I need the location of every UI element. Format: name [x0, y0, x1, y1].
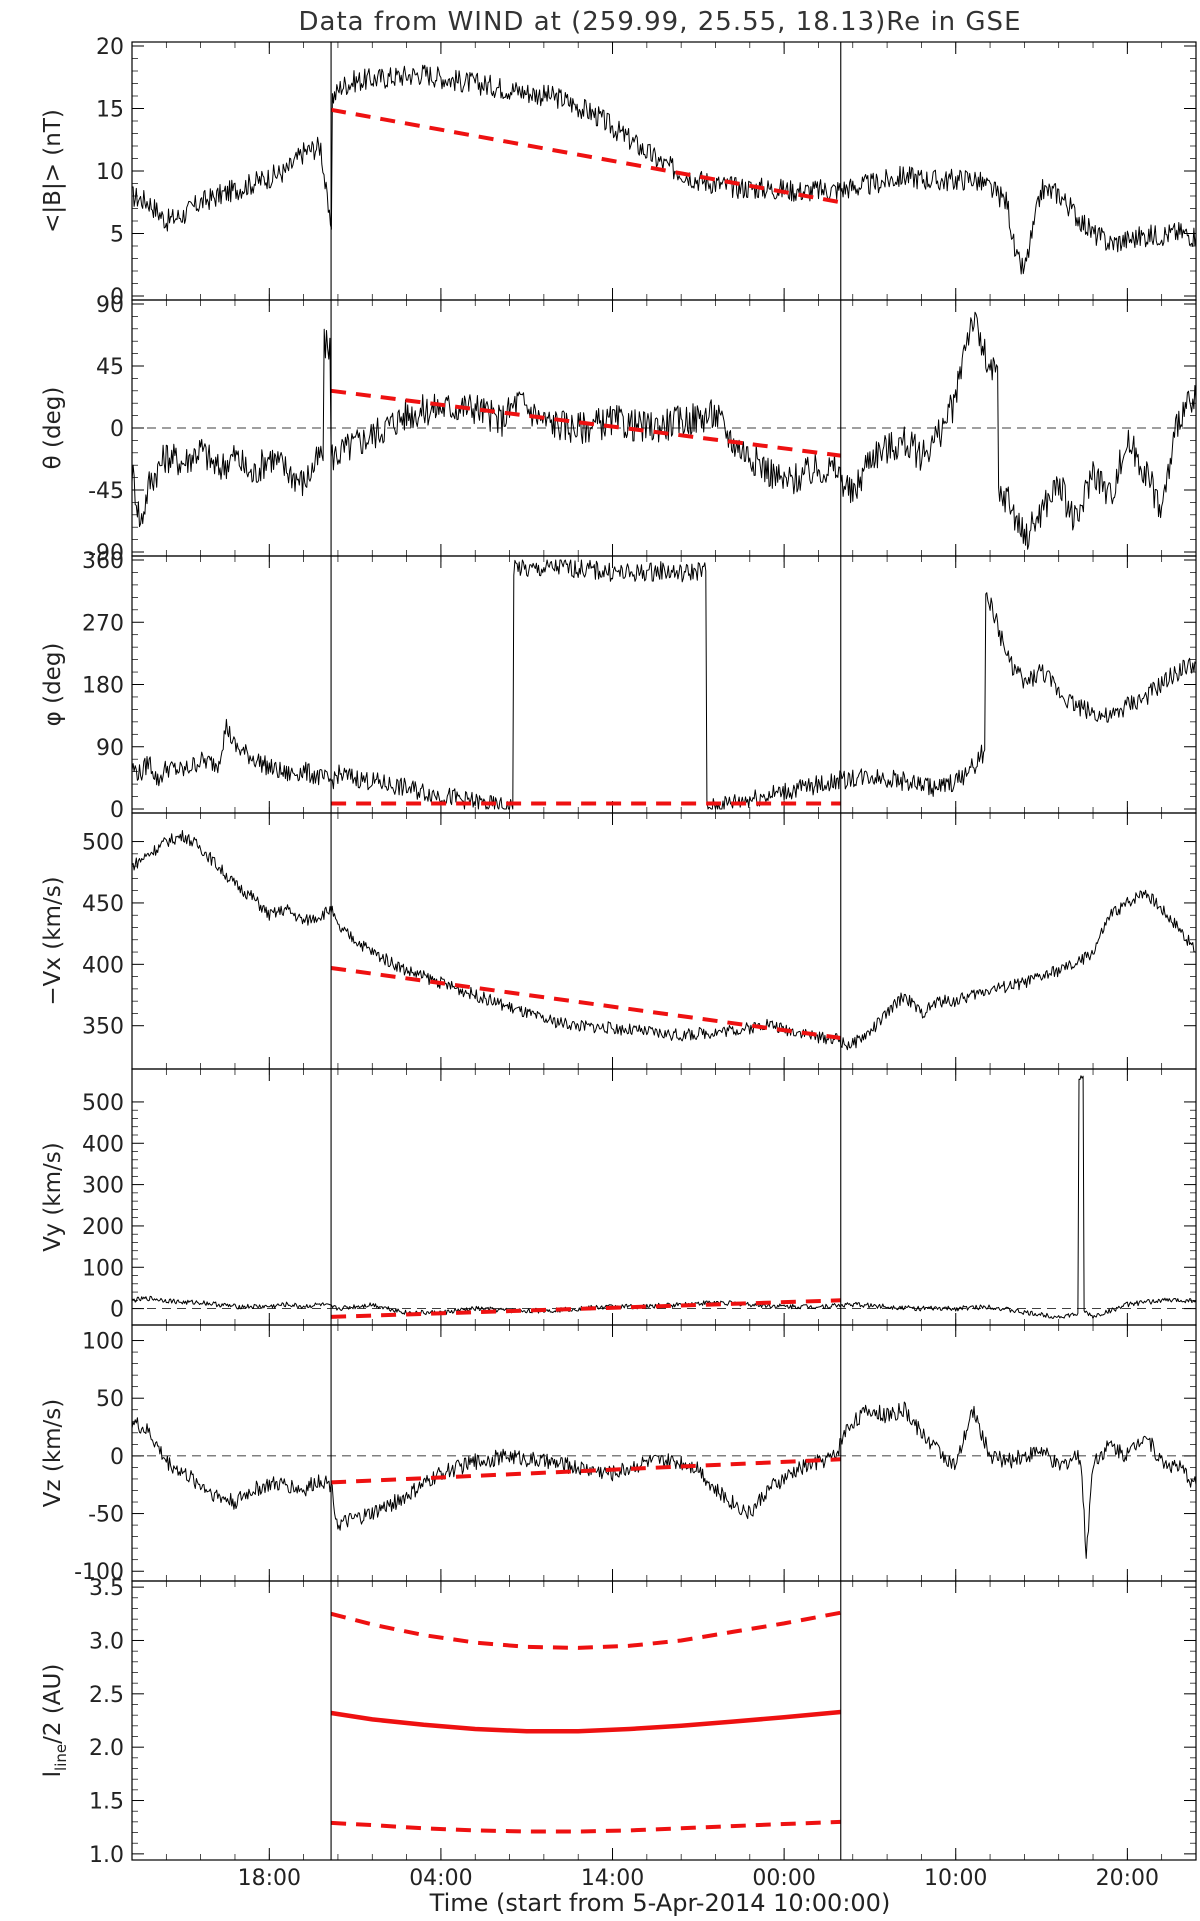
observed-series-vz — [132, 1401, 1196, 1559]
chart-title: Data from WIND at (259.99, 25.55, 18.13)… — [298, 7, 1021, 37]
x-tick-label: 10:00 — [924, 1866, 987, 1891]
panel-vx-plot — [132, 830, 1196, 1051]
y-tick-label: 200 — [82, 1215, 124, 1240]
y-tick-label: 500 — [82, 1091, 124, 1116]
panel-vz-plot — [132, 1401, 1196, 1559]
y-tick-label: 400 — [82, 1132, 124, 1157]
y-tick-label: 20 — [96, 35, 124, 60]
y-tick-label: 400 — [82, 953, 124, 978]
panel-lline: 1.0 1.5 2.0 2.5 3.0 3.5 lline/2 (AU) — [40, 1576, 1197, 1868]
panel-vy-frame — [131, 1068, 1197, 1326]
x-axis-label: Time (start from 5-Apr-2014 10:00:00) — [429, 1889, 891, 1917]
y-tick-label: 180 — [82, 674, 124, 699]
y-tick-label: 45 — [96, 355, 124, 380]
x-tick-label: 20:00 — [1096, 1866, 1159, 1891]
y-tick-label: 5 — [110, 223, 124, 248]
y-axis-label-b: <|B|> (nT) — [40, 109, 66, 233]
panel-phi-frame — [131, 555, 1197, 814]
panel-phi-plot — [132, 559, 1196, 810]
y-axis-label-theta: θ (deg) — [40, 387, 66, 470]
y-tick-label: 3.0 — [89, 1629, 124, 1654]
x-tick-label: 00:00 — [752, 1866, 815, 1891]
y-axis-label-vy: Vy (km/s) — [40, 1142, 66, 1251]
y-axis-label-lline: lline/2 (AU) — [40, 1664, 70, 1778]
y-axis-label-vz: Vz (km/s) — [40, 1399, 66, 1508]
observed-series-vx — [132, 830, 1196, 1051]
fit-line-vx-0 — [330, 966, 842, 1040]
y-tick-label: 90 — [96, 293, 124, 318]
panel-vy: 0 100 200 300 400 500 Vy (km/s) — [40, 1068, 1197, 1326]
y-tick-label: -100 — [74, 1560, 124, 1585]
y-tick-label: 15 — [96, 98, 124, 123]
fit-line-b-0 — [330, 107, 842, 205]
panel-phi: 0 90 180 270 360 φ (deg) — [40, 549, 1197, 823]
fit-line-vz-0 — [331, 1457, 841, 1485]
y-tick-label: 100 — [82, 1330, 124, 1355]
x-tick-label: 14:00 — [581, 1866, 644, 1891]
y-tick-label: 0 — [110, 798, 124, 823]
y-tick-label: 2.0 — [89, 1736, 124, 1761]
fit-line-lline-1 — [330, 1709, 842, 1734]
y-tick-label: 3.5 — [89, 1576, 124, 1601]
fit-line-lline-2 — [330, 1819, 841, 1834]
panel-lline-plot — [330, 1610, 842, 1834]
panel-vz-frame — [131, 1324, 1197, 1582]
y-tick-label: 50 — [96, 1387, 124, 1412]
panel-vz: -100 -50 0 50 100 Vz (km/s) — [40, 1324, 1197, 1585]
panel-vx-frame — [131, 812, 1197, 1070]
y-tick-label: -90 — [88, 541, 124, 566]
y-tick-label: 2.5 — [89, 1683, 124, 1708]
fit-line-theta-0 — [330, 388, 842, 458]
panel-lline-frame — [131, 1580, 1197, 1861]
panel-theta: -90 -45 0 45 90 θ (deg) — [40, 293, 1197, 566]
y-tick-label: 350 — [82, 1015, 124, 1040]
observed-series-phi — [132, 559, 1196, 810]
y-tick-label: 360 — [82, 549, 124, 574]
y-tick-label: -50 — [88, 1503, 124, 1528]
y-tick-label: 270 — [82, 611, 124, 636]
y-tick-label: 0 — [110, 285, 124, 310]
y-tick-label: 10 — [96, 160, 124, 185]
y-tick-label: 1.5 — [89, 1790, 124, 1815]
y-tick-label: 100 — [82, 1256, 124, 1281]
panel-vx: 350 400 450 500 −Vx (km/s) — [40, 812, 1197, 1070]
y-tick-label: -45 — [88, 479, 124, 504]
x-tick-label: 18:00 — [238, 1866, 301, 1891]
x-tick-label: 04:00 — [409, 1866, 472, 1891]
y-tick-label: 300 — [82, 1174, 124, 1199]
observed-series-theta — [132, 311, 1196, 550]
y-tick-label: 0 — [110, 1445, 124, 1470]
panel-b-plot — [132, 64, 1196, 275]
fit-line-lline-0 — [330, 1610, 842, 1650]
observed-series-b — [132, 64, 1196, 275]
y-tick-label: 0 — [110, 1298, 124, 1323]
y-axis-label-vx: −Vx (km/s) — [40, 876, 66, 1005]
y-tick-label: 0 — [110, 417, 124, 442]
observed-series-vy — [132, 1075, 1196, 1319]
panel-theta-plot — [132, 311, 1196, 550]
fit-line-vy-0 — [331, 1298, 841, 1319]
y-axis-label-phi: φ (deg) — [40, 643, 66, 727]
y-tick-label: 1.0 — [89, 1843, 124, 1868]
y-tick-label: 500 — [82, 831, 124, 856]
panel-vy-plot — [132, 1075, 1196, 1319]
y-tick-label: 450 — [82, 892, 124, 917]
panel-b: 0 5 10 15 20 <|B|> (nT) — [40, 35, 1197, 310]
y-tick-label: 90 — [96, 736, 124, 761]
